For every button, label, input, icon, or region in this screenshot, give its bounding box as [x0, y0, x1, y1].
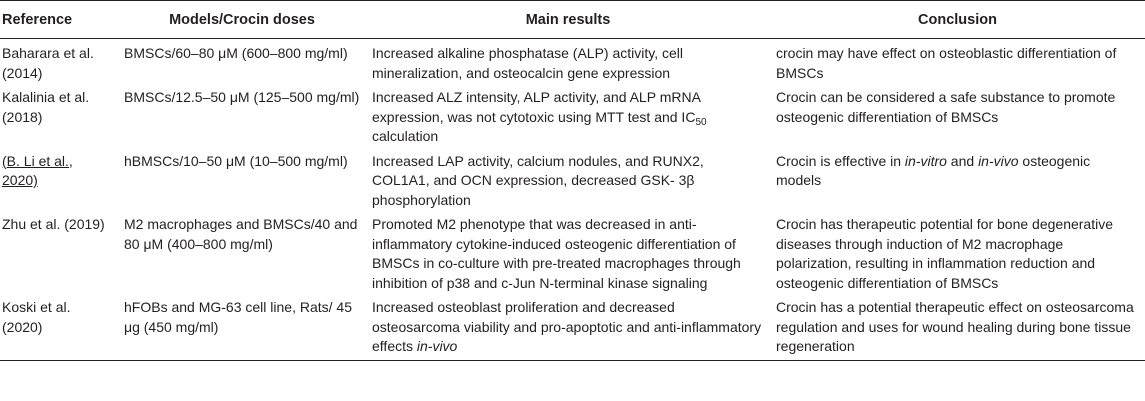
cell-conclusion: Crocin can be considered a safe substanc… [776, 89, 1116, 125]
cell-results: Increased LAP activity, calcium nodules,… [372, 152, 704, 208]
cell-reference: Baharara et al. (2014) [2, 45, 94, 81]
crocin-studies-table: Reference Models/Crocin doses Main resul… [0, 0, 1145, 361]
table-row: Koski et al. (2020) hFOBs and MG-63 cell… [0, 293, 1145, 361]
results-text: Increased osteoblast proliferation and d… [372, 299, 762, 354]
cell-reference: Zhu et al. (2019) [2, 216, 105, 232]
header-row: Reference Models/Crocin doses Main resul… [0, 0, 1145, 39]
cell-results: Promoted M2 phenotype that was decreased… [372, 216, 741, 291]
table-row: Baharara et al. (2014) BMSCs/60–80 μM (6… [0, 39, 1145, 84]
conclusion-italic: in-vitro [904, 152, 947, 169]
table-row: (B. Li et al., 2020) hBMSCs/10–50 μM (10… [0, 147, 1145, 211]
cell-model: BMSCs/60–80 μM (600–800 mg/ml) [124, 45, 348, 61]
cell-results: Increased ALZ intensity, ALP activity, a… [366, 83, 770, 147]
conclusion-text: and [946, 152, 979, 169]
header-reference: Reference [0, 0, 118, 39]
cell-conclusion: Crocin has therapeutic potential for bon… [776, 216, 1113, 291]
cell-model: M2 macrophages and BMSCs/40 and 80 μM (4… [124, 216, 358, 252]
cell-reference: (B. Li et al., 2020) [0, 147, 118, 211]
results-italic: in-vivo [416, 338, 458, 354]
cell-reference: Koski et al. (2020) [0, 293, 118, 361]
conclusion-text: Crocin is effective in [776, 152, 905, 169]
table-row: Zhu et al. (2019) M2 macrophages and BMS… [0, 210, 1145, 293]
cell-conclusion: Crocin has a potential therapeutic effec… [770, 293, 1145, 361]
header-conclusion: Conclusion [770, 0, 1145, 39]
conclusion-text: osteogenic models [776, 152, 1091, 189]
results-text-tail: calculation [372, 128, 439, 144]
conclusion-italic: in-vivo [978, 152, 1019, 169]
cell-conclusion: crocin may have effect on osteoblastic d… [776, 45, 1117, 81]
header-results: Main results [366, 0, 770, 39]
subscript-50: 50 [695, 116, 707, 128]
cell-conclusion: Crocin is effective in in-vitro and in-v… [770, 147, 1145, 211]
header-models: Models/Crocin doses [118, 0, 366, 39]
cell-model: hBMSCs/10–50 μM (10–500 mg/ml) [124, 152, 348, 169]
cell-model: hFOBs and MG-63 cell line, Rats/ 45 μg (… [118, 293, 366, 361]
cell-results: Increased alkaline phosphatase (ALP) act… [372, 45, 684, 81]
reference-paren: ( [2, 152, 7, 169]
results-text: Increased ALZ intensity, ALP activity, a… [372, 89, 701, 125]
table-row: Kalalinia et al. (2018) BMSCs/12.5–50 μM… [0, 83, 1145, 147]
cell-reference: Kalalinia et al. (2018) [2, 89, 90, 125]
reference-link[interactable]: B. Li et al., 2020) [2, 152, 73, 189]
cell-results: Increased osteoblast proliferation and d… [366, 293, 770, 361]
cell-model: BMSCs/12.5–50 μM (125–500 mg/ml) [124, 89, 360, 105]
